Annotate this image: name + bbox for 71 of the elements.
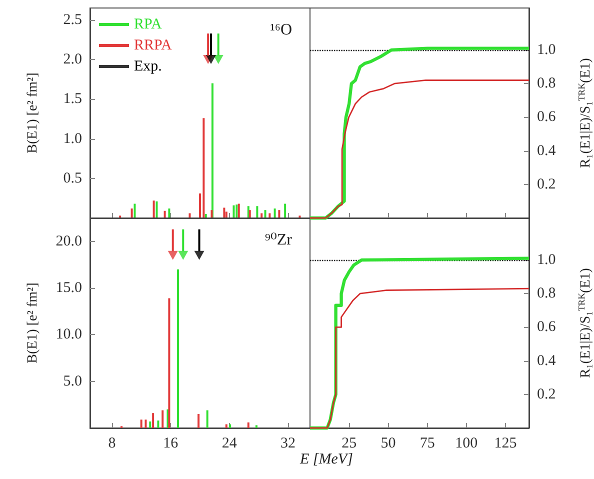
x-tick-label: 50 (380, 436, 396, 452)
legend-label: Exp. (134, 58, 162, 74)
x-tick-label: 100 (455, 436, 478, 452)
y-tick-label: 0.8 (537, 76, 556, 92)
bar (225, 212, 228, 218)
bar (274, 208, 276, 218)
bar (211, 83, 214, 218)
bar (168, 208, 170, 218)
x-tick-label: 16 (163, 436, 179, 452)
bar (198, 414, 200, 428)
bar (247, 422, 250, 428)
x-tick-label: 75 (420, 436, 435, 452)
y-tick-label: 0.6 (537, 109, 556, 126)
x-axis-title: E [MeV] (299, 452, 354, 468)
bar (156, 201, 158, 218)
y-tick-label: 0.8 (537, 286, 556, 302)
annotation: ¹⁶O (270, 22, 292, 38)
annotation: ⁹⁰Zr (264, 232, 293, 248)
bar (264, 210, 266, 218)
y-axis-title: B(E1) [e² fm²] (26, 72, 40, 154)
y-tick-label: 1.0 (537, 42, 556, 58)
y-tick-label: 5.0 (63, 373, 82, 390)
bar (260, 213, 263, 218)
bar (284, 204, 286, 218)
y-axis-title: R₁(E1|E)/S₁TRK(E1) (576, 268, 594, 378)
y-axis-title: R₁(E1|E)/S₁TRK(E1) (576, 58, 594, 168)
y-tick-label: 15.0 (56, 280, 82, 296)
bar (152, 413, 154, 428)
y-tick-label: 0.2 (537, 176, 556, 192)
y-tick-label: 2.5 (63, 12, 82, 28)
y-tick-label: 2.0 (63, 52, 82, 68)
bar (202, 118, 205, 218)
bar (232, 205, 235, 218)
x-tick-label: 125 (494, 436, 517, 452)
bar (268, 213, 271, 218)
y-tick-label: 0.4 (537, 352, 556, 369)
bar (177, 269, 179, 428)
bar (210, 210, 213, 218)
y-tick-label: 0.5 (63, 170, 82, 186)
bar (248, 210, 251, 218)
bar (152, 200, 155, 218)
x-tick-label: 25 (342, 436, 357, 452)
y-tick-label: 1.0 (537, 252, 556, 268)
x-tick-label: 32 (280, 436, 296, 452)
bar (162, 410, 164, 428)
legend-label: RRPA (134, 38, 172, 54)
x-tick-label: 8 (108, 436, 116, 452)
y-tick-label: 0.2 (537, 386, 556, 402)
bar (164, 210, 166, 218)
y-tick-label: 10.0 (56, 326, 82, 343)
y-tick-label: 20.0 (56, 233, 82, 250)
y-tick-label: 0.4 (537, 142, 556, 159)
y-tick-label: 1.5 (63, 91, 82, 108)
bar (256, 206, 258, 218)
bar (157, 420, 160, 428)
bar (140, 420, 142, 428)
bar (278, 210, 280, 218)
bar (188, 213, 191, 218)
x-tick-label: 24 (222, 436, 238, 452)
bar (134, 204, 136, 218)
bar (225, 424, 228, 428)
bar (168, 298, 170, 428)
bar (130, 208, 133, 218)
bar (144, 420, 147, 428)
bar (149, 421, 152, 428)
legend-label: RPA (134, 16, 162, 32)
y-tick-label: 0.6 (537, 319, 556, 336)
bar (206, 410, 208, 428)
y-axis-title: B(E1) [e² fm²] (26, 282, 40, 364)
y-tick-label: 1.0 (63, 130, 82, 147)
bar (223, 208, 226, 218)
